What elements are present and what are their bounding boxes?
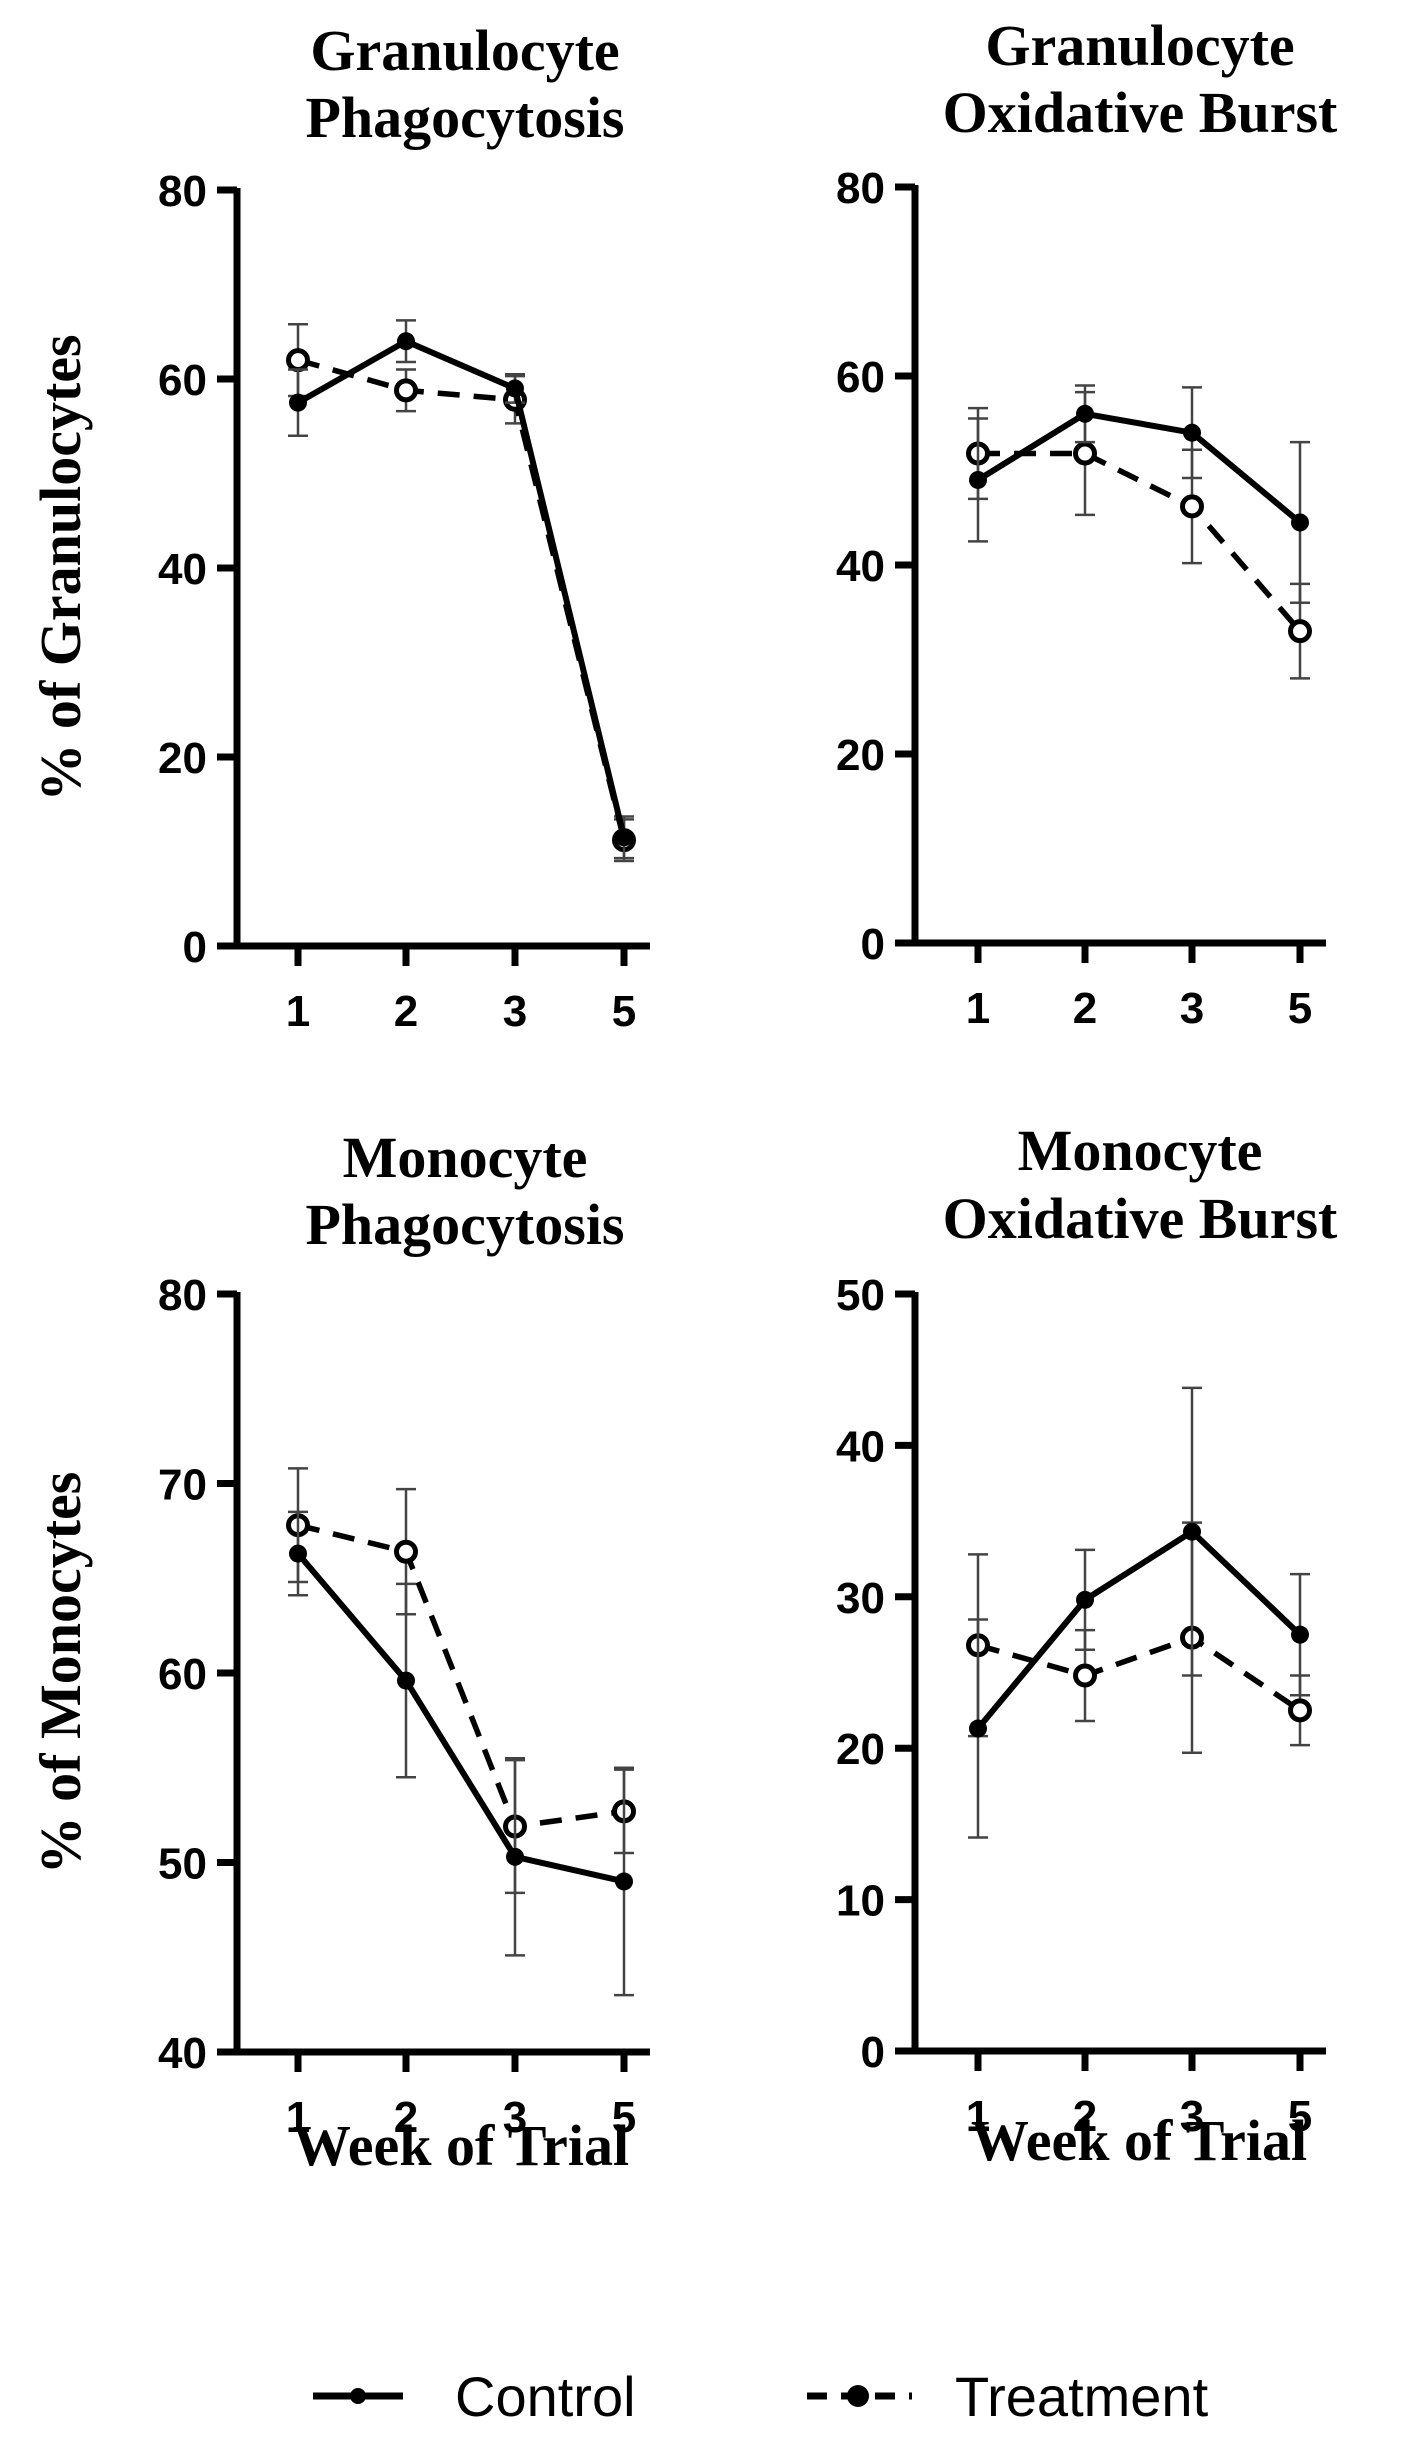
y-tick-label: 80	[836, 164, 885, 213]
data-point	[1183, 1522, 1201, 1541]
x-tick-label: 1	[286, 987, 310, 1036]
panel-title-line: Monocyte	[343, 1125, 588, 1190]
data-point	[1073, 1663, 1097, 1688]
x-tick-label: 2	[394, 987, 418, 1036]
data-point	[615, 1872, 633, 1891]
data-point	[1288, 1698, 1312, 1723]
y-tick-label: 0	[861, 2028, 885, 2077]
x-tick-label: 3	[503, 2093, 527, 2142]
series-line	[976, 410, 1302, 525]
legend-control-label: Control	[455, 2365, 636, 2428]
y-axis-label: % of Monocytes	[28, 1472, 93, 1875]
data-point	[969, 1719, 987, 1738]
data-point	[1291, 1625, 1309, 1644]
y-tick-label: 20	[836, 1725, 885, 1774]
series-treatment	[966, 390, 1312, 680]
y-tick-label: 40	[836, 542, 885, 591]
y-tick-label: 40	[158, 545, 207, 594]
series-line	[975, 1528, 1303, 1731]
data-point	[286, 348, 310, 373]
panel-title-line: Monocyte	[1018, 1118, 1263, 1183]
legend: Control Treatment	[313, 2365, 1209, 2428]
data-point	[394, 1539, 418, 1564]
series-treatment	[286, 1467, 636, 1895]
y-tick-label: 20	[158, 734, 207, 783]
data-point	[615, 828, 633, 847]
y-tick-label: 0	[861, 920, 885, 969]
y-tick-label: 80	[158, 167, 207, 216]
data-point	[1180, 494, 1204, 519]
data-point	[1288, 619, 1312, 644]
data-point	[394, 378, 418, 403]
data-point	[1183, 423, 1201, 442]
series-control	[288, 1510, 634, 1997]
y-tick-label: 40	[836, 1422, 885, 1471]
panel-title-line: Phagocytosis	[306, 85, 625, 150]
x-tick-label: 5	[1288, 984, 1312, 1033]
data-point	[289, 393, 307, 412]
x-tick-label: 5	[612, 987, 636, 1036]
series-treatment	[966, 1521, 1312, 1754]
panel-title-line: Granulocyte	[985, 13, 1294, 78]
x-tick-label: 2	[1073, 2092, 1097, 2141]
y-tick-label: 50	[836, 1271, 885, 1320]
data-point	[1076, 404, 1094, 423]
legend-treatment-label: Treatment	[955, 2365, 1209, 2428]
x-tick-label: 1	[286, 2093, 310, 2142]
y-tick-label: 70	[158, 1461, 207, 1510]
y-tick-label: 60	[158, 1650, 207, 1699]
y-axis-label: % of Granulocytes	[28, 334, 93, 801]
series-treatment	[286, 322, 636, 863]
y-tick-label: 60	[836, 353, 885, 402]
data-point	[397, 1671, 415, 1690]
x-tick-label: 3	[1180, 984, 1204, 1033]
x-tick-label: 5	[1288, 2092, 1312, 2141]
x-tick-label: 3	[1180, 2092, 1204, 2141]
y-tick-label: 80	[158, 1271, 207, 1320]
series-line	[978, 450, 1303, 633]
data-point	[1073, 441, 1097, 466]
y-tick-label: 10	[836, 1877, 885, 1926]
legend-control-marker	[350, 2388, 366, 2404]
panel-title-line: Granulocyte	[310, 18, 619, 83]
data-point	[1291, 513, 1309, 532]
x-axis-label: Week of Trial	[293, 2113, 629, 2178]
data-point	[969, 470, 987, 489]
panel-title-line: Oxidative Burst	[943, 80, 1338, 145]
x-axis-label: Week of Trial	[971, 2108, 1307, 2173]
series-control	[968, 1386, 1310, 1839]
y-tick-label: 50	[158, 1840, 207, 1889]
data-point	[1076, 1590, 1094, 1609]
y-tick-label: 20	[836, 731, 885, 780]
y-tick-label: 0	[183, 923, 207, 972]
series-control	[288, 319, 634, 860]
y-tick-label: 60	[158, 356, 207, 405]
series-line	[297, 357, 627, 841]
x-tick-label: 1	[966, 2092, 990, 2141]
legend-treatment-marker	[847, 2385, 869, 2407]
x-tick-label: 1	[966, 984, 990, 1033]
x-tick-label: 2	[1073, 984, 1097, 1033]
x-tick-label: 2	[394, 2093, 418, 2142]
series-line	[296, 338, 627, 839]
panel-title-line: Phagocytosis	[306, 1192, 625, 1257]
data-point	[289, 1544, 307, 1563]
series-line	[295, 1551, 625, 1885]
series-line	[297, 1522, 625, 1830]
x-tick-label: 3	[503, 987, 527, 1036]
series-control	[968, 384, 1310, 605]
panel-title-line: Oxidative Burst	[943, 1186, 1338, 1251]
y-tick-label: 30	[836, 1574, 885, 1623]
x-tick-label: 5	[612, 2093, 636, 2142]
data-point	[506, 1847, 524, 1866]
data-point	[397, 332, 415, 351]
y-tick-label: 40	[158, 2029, 207, 2078]
data-point	[506, 379, 524, 398]
